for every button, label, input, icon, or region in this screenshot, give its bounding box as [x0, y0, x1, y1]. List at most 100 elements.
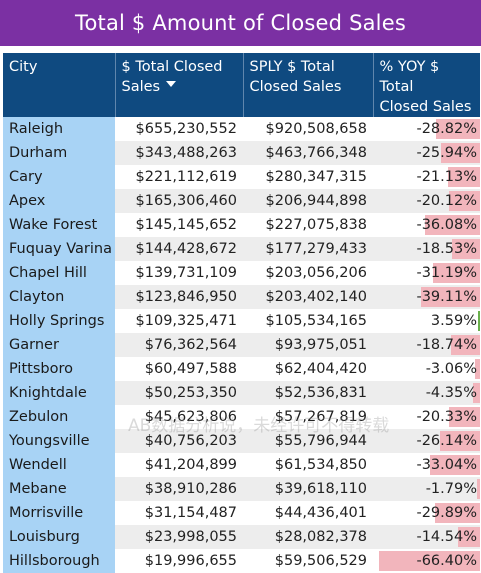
- table-row[interactable]: Holly Springs $109,325,471 $105,534,165 3.5…: [3, 309, 480, 333]
- table-row[interactable]: Louisburg $23,998,055 $28,082,378 -14.54%: [3, 525, 480, 549]
- yoy-cell: -28.82%: [373, 117, 480, 141]
- city-cell: Morrisville: [3, 501, 115, 525]
- yoy-data-bar: [430, 455, 480, 475]
- yoy-value: -21.13%: [416, 169, 477, 185]
- table-row[interactable]: Cary $221,112,619 $280,347,315 -21.13%: [3, 165, 480, 189]
- yoy-data-bar: [452, 239, 480, 259]
- sply-cell: $61,534,850: [243, 453, 373, 477]
- city-cell: Mebane: [3, 477, 115, 501]
- yoy-data-bar: [449, 191, 480, 211]
- yoy-cell: -29.89%: [373, 501, 480, 525]
- sales-table-container: City $ Total Closed Sales SPLY $ Total Clos…: [3, 53, 480, 573]
- yoy-data-bar: [458, 527, 480, 547]
- total-cell: $31,154,487: [115, 501, 243, 525]
- sply-cell: $28,082,378: [243, 525, 373, 549]
- sales-table: City $ Total Closed Sales SPLY $ Total Clos…: [3, 53, 480, 573]
- yoy-value: -20.33%: [416, 409, 477, 425]
- table-row[interactable]: Knightdale $50,253,350 $52,536,831 -4.35%: [3, 381, 480, 405]
- sply-cell: $177,279,433: [243, 237, 373, 261]
- yoy-cell: -18.53%: [373, 237, 480, 261]
- total-cell: $41,204,899: [115, 453, 243, 477]
- table-row[interactable]: Clayton $123,846,950 $203,402,140 -39.11%: [3, 285, 480, 309]
- yoy-value: -18.74%: [416, 337, 477, 353]
- table-row[interactable]: Hillsborough $19,996,655 $59,506,529 -66.40…: [3, 549, 480, 573]
- column-header-yoy[interactable]: % YOY $ Total Closed Sales: [373, 53, 480, 117]
- header-row: City $ Total Closed Sales SPLY $ Total Clos…: [3, 53, 480, 117]
- yoy-cell: -1.79%: [373, 477, 480, 501]
- table-row[interactable]: Pittsboro $60,497,588 $62,404,420 -3.06%: [3, 357, 480, 381]
- yoy-data-bar: [435, 503, 480, 523]
- sply-cell: $52,536,831: [243, 381, 373, 405]
- sort-descending-icon[interactable]: [165, 81, 176, 87]
- table-row[interactable]: Wake Forest $145,145,652 $227,075,838 -36.0…: [3, 213, 480, 237]
- table-row[interactable]: Apex $165,306,460 $206,944,898 -20.12%: [3, 189, 480, 213]
- yoy-data-bar: [451, 335, 480, 355]
- yoy-cell: -18.74%: [373, 333, 480, 357]
- city-cell: Louisburg: [3, 525, 115, 549]
- city-cell: Zebulon: [3, 405, 115, 429]
- yoy-value: -39.11%: [416, 289, 477, 305]
- city-cell: Pittsboro: [3, 357, 115, 381]
- yoy-value: -4.35%: [425, 385, 477, 401]
- yoy-value: 3.59%: [430, 313, 477, 329]
- city-cell: Fuquay Varina: [3, 237, 115, 261]
- city-cell: Knightdale: [3, 381, 115, 405]
- yoy-data-bar: [440, 431, 480, 451]
- city-cell: Wake Forest: [3, 213, 115, 237]
- total-cell: $109,325,471: [115, 309, 243, 333]
- sply-cell: $203,402,140: [243, 285, 373, 309]
- table-row[interactable]: Garner $76,362,564 $93,975,051 -18.74%: [3, 333, 480, 357]
- city-cell: Chapel Hill: [3, 261, 115, 285]
- yoy-cell: -14.54%: [373, 525, 480, 549]
- yoy-data-bar: [473, 383, 480, 403]
- yoy-data-bar: [449, 407, 480, 427]
- yoy-data-bar: [478, 311, 480, 331]
- column-header-sply[interactable]: SPLY $ Total Closed Sales: [243, 53, 374, 117]
- total-cell: $76,362,564: [115, 333, 243, 357]
- column-header-total[interactable]: $ Total Closed Sales: [115, 53, 244, 117]
- chart-title: Total $ Amount of Closed Sales: [0, 0, 481, 46]
- table-row[interactable]: Chapel Hill $139,731,109 $203,056,206 -31.1…: [3, 261, 480, 285]
- city-cell: Apex: [3, 189, 115, 213]
- total-cell: $45,623,806: [115, 405, 243, 429]
- table-row[interactable]: Fuquay Varina $144,428,672 $177,279,433 -18…: [3, 237, 480, 261]
- total-cell: $40,756,203: [115, 429, 243, 453]
- table-row[interactable]: Wendell $41,204,899 $61,534,850 -33.04%: [3, 453, 480, 477]
- yoy-value: -18.53%: [416, 241, 477, 257]
- city-cell: Clayton: [3, 285, 115, 309]
- total-cell: $144,428,672: [115, 237, 243, 261]
- column-header-label: % YOY $ Total: [379, 59, 440, 95]
- yoy-cell: -66.40%: [373, 549, 480, 573]
- table-row[interactable]: Youngsville $40,756,203 $55,796,944 -26.14%: [3, 429, 480, 453]
- column-header-city[interactable]: City: [3, 53, 116, 117]
- table-row[interactable]: Zebulon $45,623,806 $57,267,819 -20.33%: [3, 405, 480, 429]
- yoy-cell: -33.04%: [373, 453, 480, 477]
- yoy-cell: -36.08%: [373, 213, 480, 237]
- sply-cell: $55,796,944: [243, 429, 373, 453]
- total-cell: $655,230,552: [115, 117, 243, 141]
- table-row[interactable]: Durham $343,488,263 $463,766,348 -25.94%: [3, 141, 480, 165]
- yoy-data-bar: [433, 263, 480, 283]
- city-cell: Garner: [3, 333, 115, 357]
- city-cell: Wendell: [3, 453, 115, 477]
- city-cell: Youngsville: [3, 429, 115, 453]
- yoy-value: -31.19%: [416, 265, 477, 281]
- column-header-label: SPLY $ Total: [249, 59, 335, 75]
- yoy-cell: -39.11%: [373, 285, 480, 309]
- table-header: City $ Total Closed Sales SPLY $ Total Clos…: [3, 53, 480, 117]
- sply-cell: $57,267,819: [243, 405, 373, 429]
- yoy-value: -33.04%: [416, 457, 477, 473]
- table-row[interactable]: Raleigh $655,230,552 $920,508,658 -28.82%: [3, 117, 480, 141]
- city-cell: Raleigh: [3, 117, 115, 141]
- column-header-label: $ Total Closed: [121, 59, 223, 75]
- column-header-label: City: [9, 59, 38, 75]
- yoy-cell: -25.94%: [373, 141, 480, 165]
- table-row[interactable]: Mebane $38,910,286 $39,618,110 -1.79%: [3, 477, 480, 501]
- yoy-value: -20.12%: [416, 193, 477, 209]
- table-row[interactable]: Morrisville $31,154,487 $44,436,401 -29.89%: [3, 501, 480, 525]
- yoy-cell: -26.14%: [373, 429, 480, 453]
- yoy-value: -3.06%: [425, 361, 477, 377]
- sply-cell: $227,075,838: [243, 213, 373, 237]
- yoy-cell: -20.12%: [373, 189, 480, 213]
- yoy-cell: -3.06%: [373, 357, 480, 381]
